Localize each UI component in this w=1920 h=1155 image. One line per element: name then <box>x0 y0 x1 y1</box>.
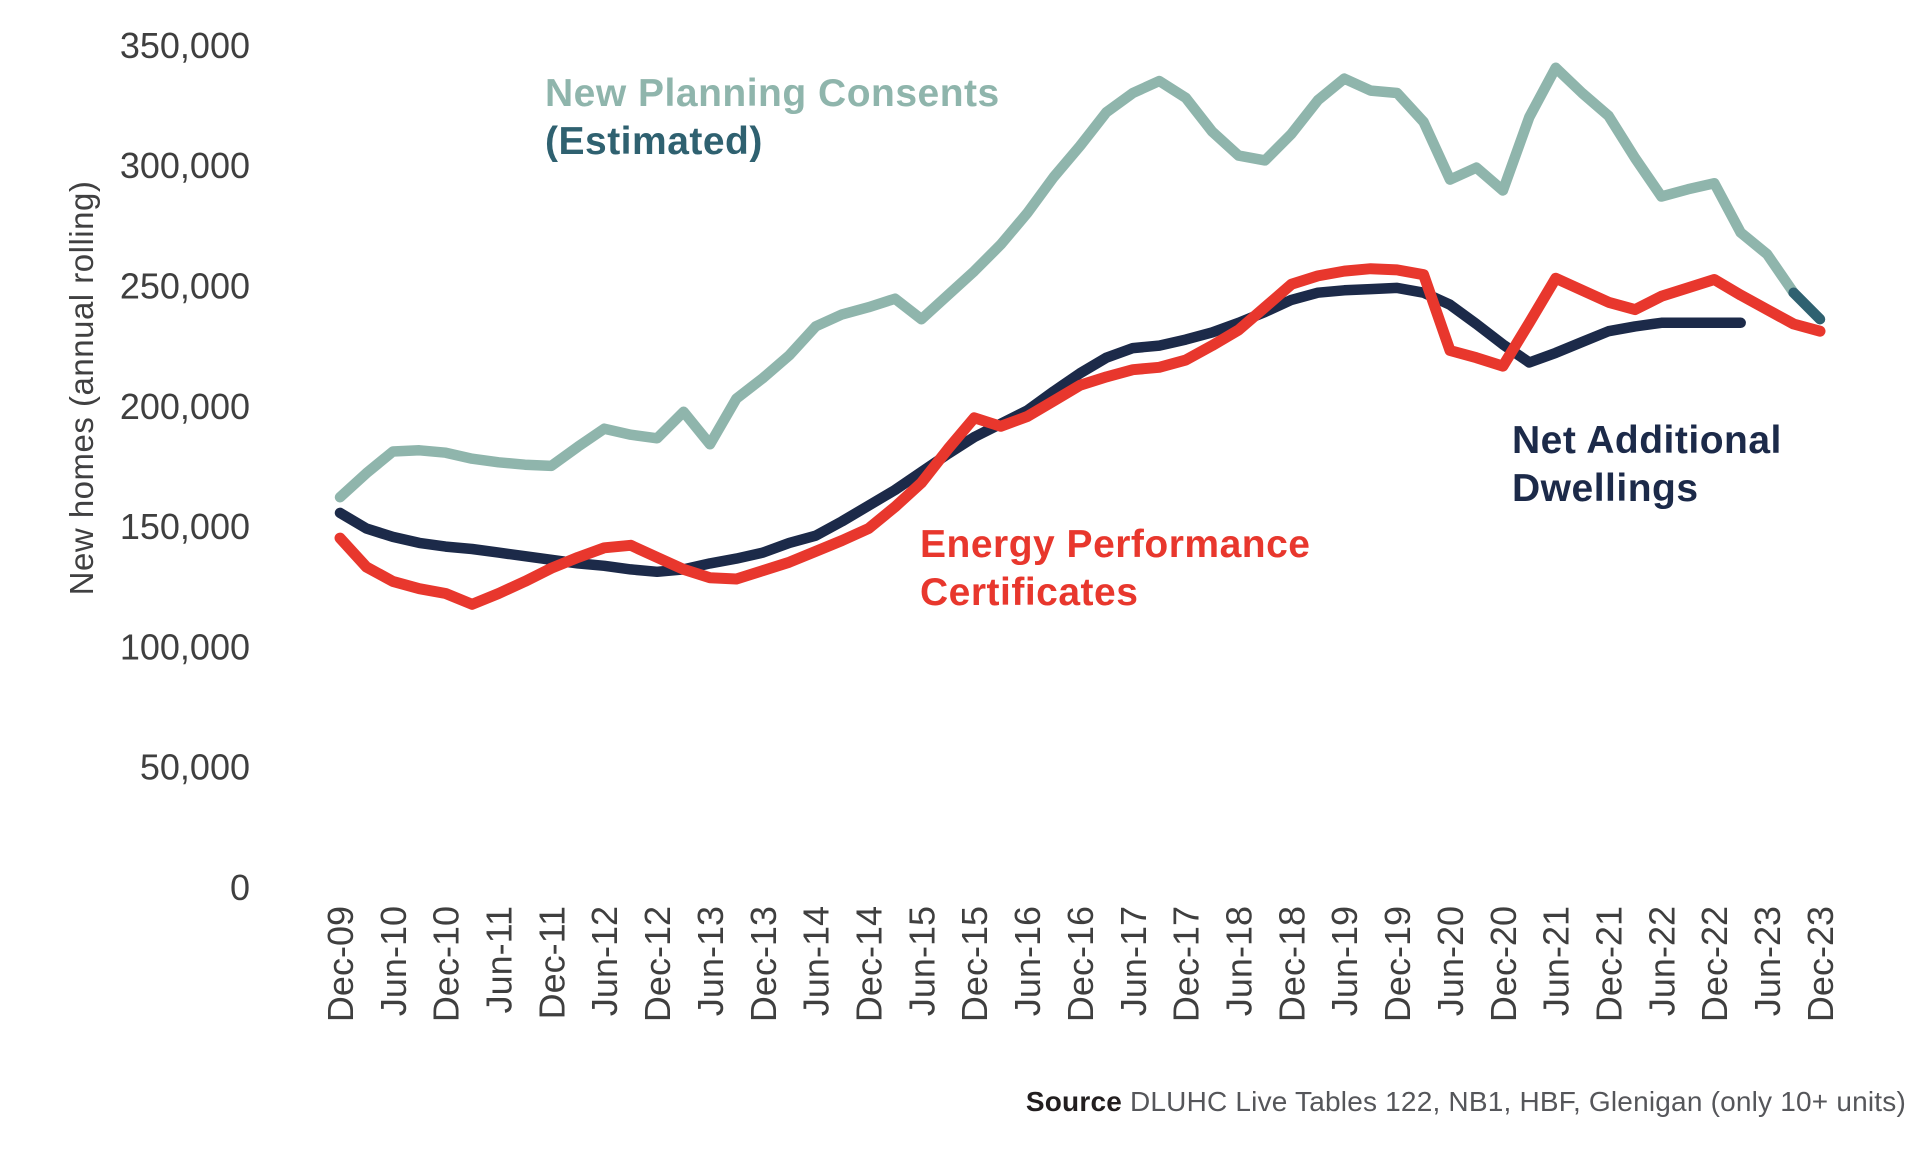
x-tick-label: Dec-10 <box>426 906 467 1022</box>
x-tick-label: Dec-21 <box>1589 906 1630 1022</box>
x-tick-label: Dec-13 <box>743 906 784 1022</box>
x-tick-label: Jun-16 <box>1007 906 1048 1016</box>
legend-epc-label-line1: Energy Performance <box>920 523 1311 566</box>
y-tick-label: 200,000 <box>120 386 250 427</box>
x-tick-label: Jun-17 <box>1113 906 1154 1016</box>
series-new-planning-consents <box>334 62 1799 503</box>
x-tick-label: Jun-23 <box>1747 906 1788 1016</box>
y-tick-label: 350,000 <box>120 25 250 66</box>
series-new-planning-consents-estimated-tip <box>1788 287 1826 325</box>
legend-nad-label-line1: Net Additional <box>1512 419 1782 462</box>
legend-planning-label-line1: New Planning Consents <box>545 72 1000 115</box>
y-tick-label: 150,000 <box>120 506 250 547</box>
y-tick-label: 250,000 <box>120 265 250 306</box>
x-tick-label: Dec-12 <box>637 906 678 1022</box>
x-tick-label: Dec-11 <box>531 906 572 1019</box>
legend-nad-label-line2: Dwellings <box>1512 467 1699 510</box>
x-tick-label: Jun-13 <box>690 906 731 1016</box>
legend-epc-label-line2: Certificates <box>920 571 1139 614</box>
legend-planning-label-line2: (Estimated) <box>545 120 763 163</box>
y-tick-label: 100,000 <box>120 626 250 667</box>
x-tick-label: Dec-16 <box>1060 906 1101 1022</box>
y-tick-label: 0 <box>230 867 250 908</box>
source-note: Source DLUHC Live Tables 122, NB1, HBF, … <box>1026 1086 1906 1118</box>
source-text: DLUHC Live Tables 122, NB1, HBF, Gleniga… <box>1121 1086 1906 1117</box>
x-tick-label: Jun-15 <box>901 906 942 1016</box>
y-tick-label: 50,000 <box>140 747 250 788</box>
x-tick-label: Jun-20 <box>1430 906 1471 1016</box>
x-tick-label: Jun-10 <box>373 906 414 1016</box>
series-energy-performance-certificates <box>334 263 1826 610</box>
x-tick-label: Jun-21 <box>1536 906 1577 1016</box>
legend-new-planning-consents: New Planning Consents (Estimated) <box>545 70 1000 166</box>
x-tick-label: Dec-17 <box>1166 906 1207 1022</box>
x-tick-label: Dec-15 <box>954 906 995 1022</box>
x-tick-label: Jun-22 <box>1641 906 1682 1016</box>
x-tick-label: Dec-23 <box>1800 906 1841 1022</box>
legend-energy-performance-certificates: Energy Performance Certificates <box>920 521 1311 617</box>
x-tick-label: Jun-14 <box>796 906 837 1016</box>
source-label: Source <box>1025 1086 1122 1117</box>
x-tick-label: Dec-14 <box>849 906 890 1022</box>
x-tick-label: Jun-11 <box>479 906 520 1013</box>
x-tick-label: Dec-22 <box>1694 906 1735 1022</box>
x-tick-label: Dec-19 <box>1377 906 1418 1022</box>
y-axis-title: New homes (annual rolling) <box>63 180 100 596</box>
x-tick-label: Dec-20 <box>1483 906 1524 1022</box>
y-tick-label: 300,000 <box>120 145 250 186</box>
x-tick-label: Jun-18 <box>1219 906 1260 1016</box>
x-tick-label: Jun-19 <box>1324 906 1365 1016</box>
x-tick-label: Jun-12 <box>584 906 625 1016</box>
legend-net-additional-dwellings: Net Additional Dwellings <box>1512 417 1782 513</box>
x-tick-label: Dec-18 <box>1271 906 1312 1022</box>
x-tick-label: Dec-09 <box>320 906 361 1022</box>
